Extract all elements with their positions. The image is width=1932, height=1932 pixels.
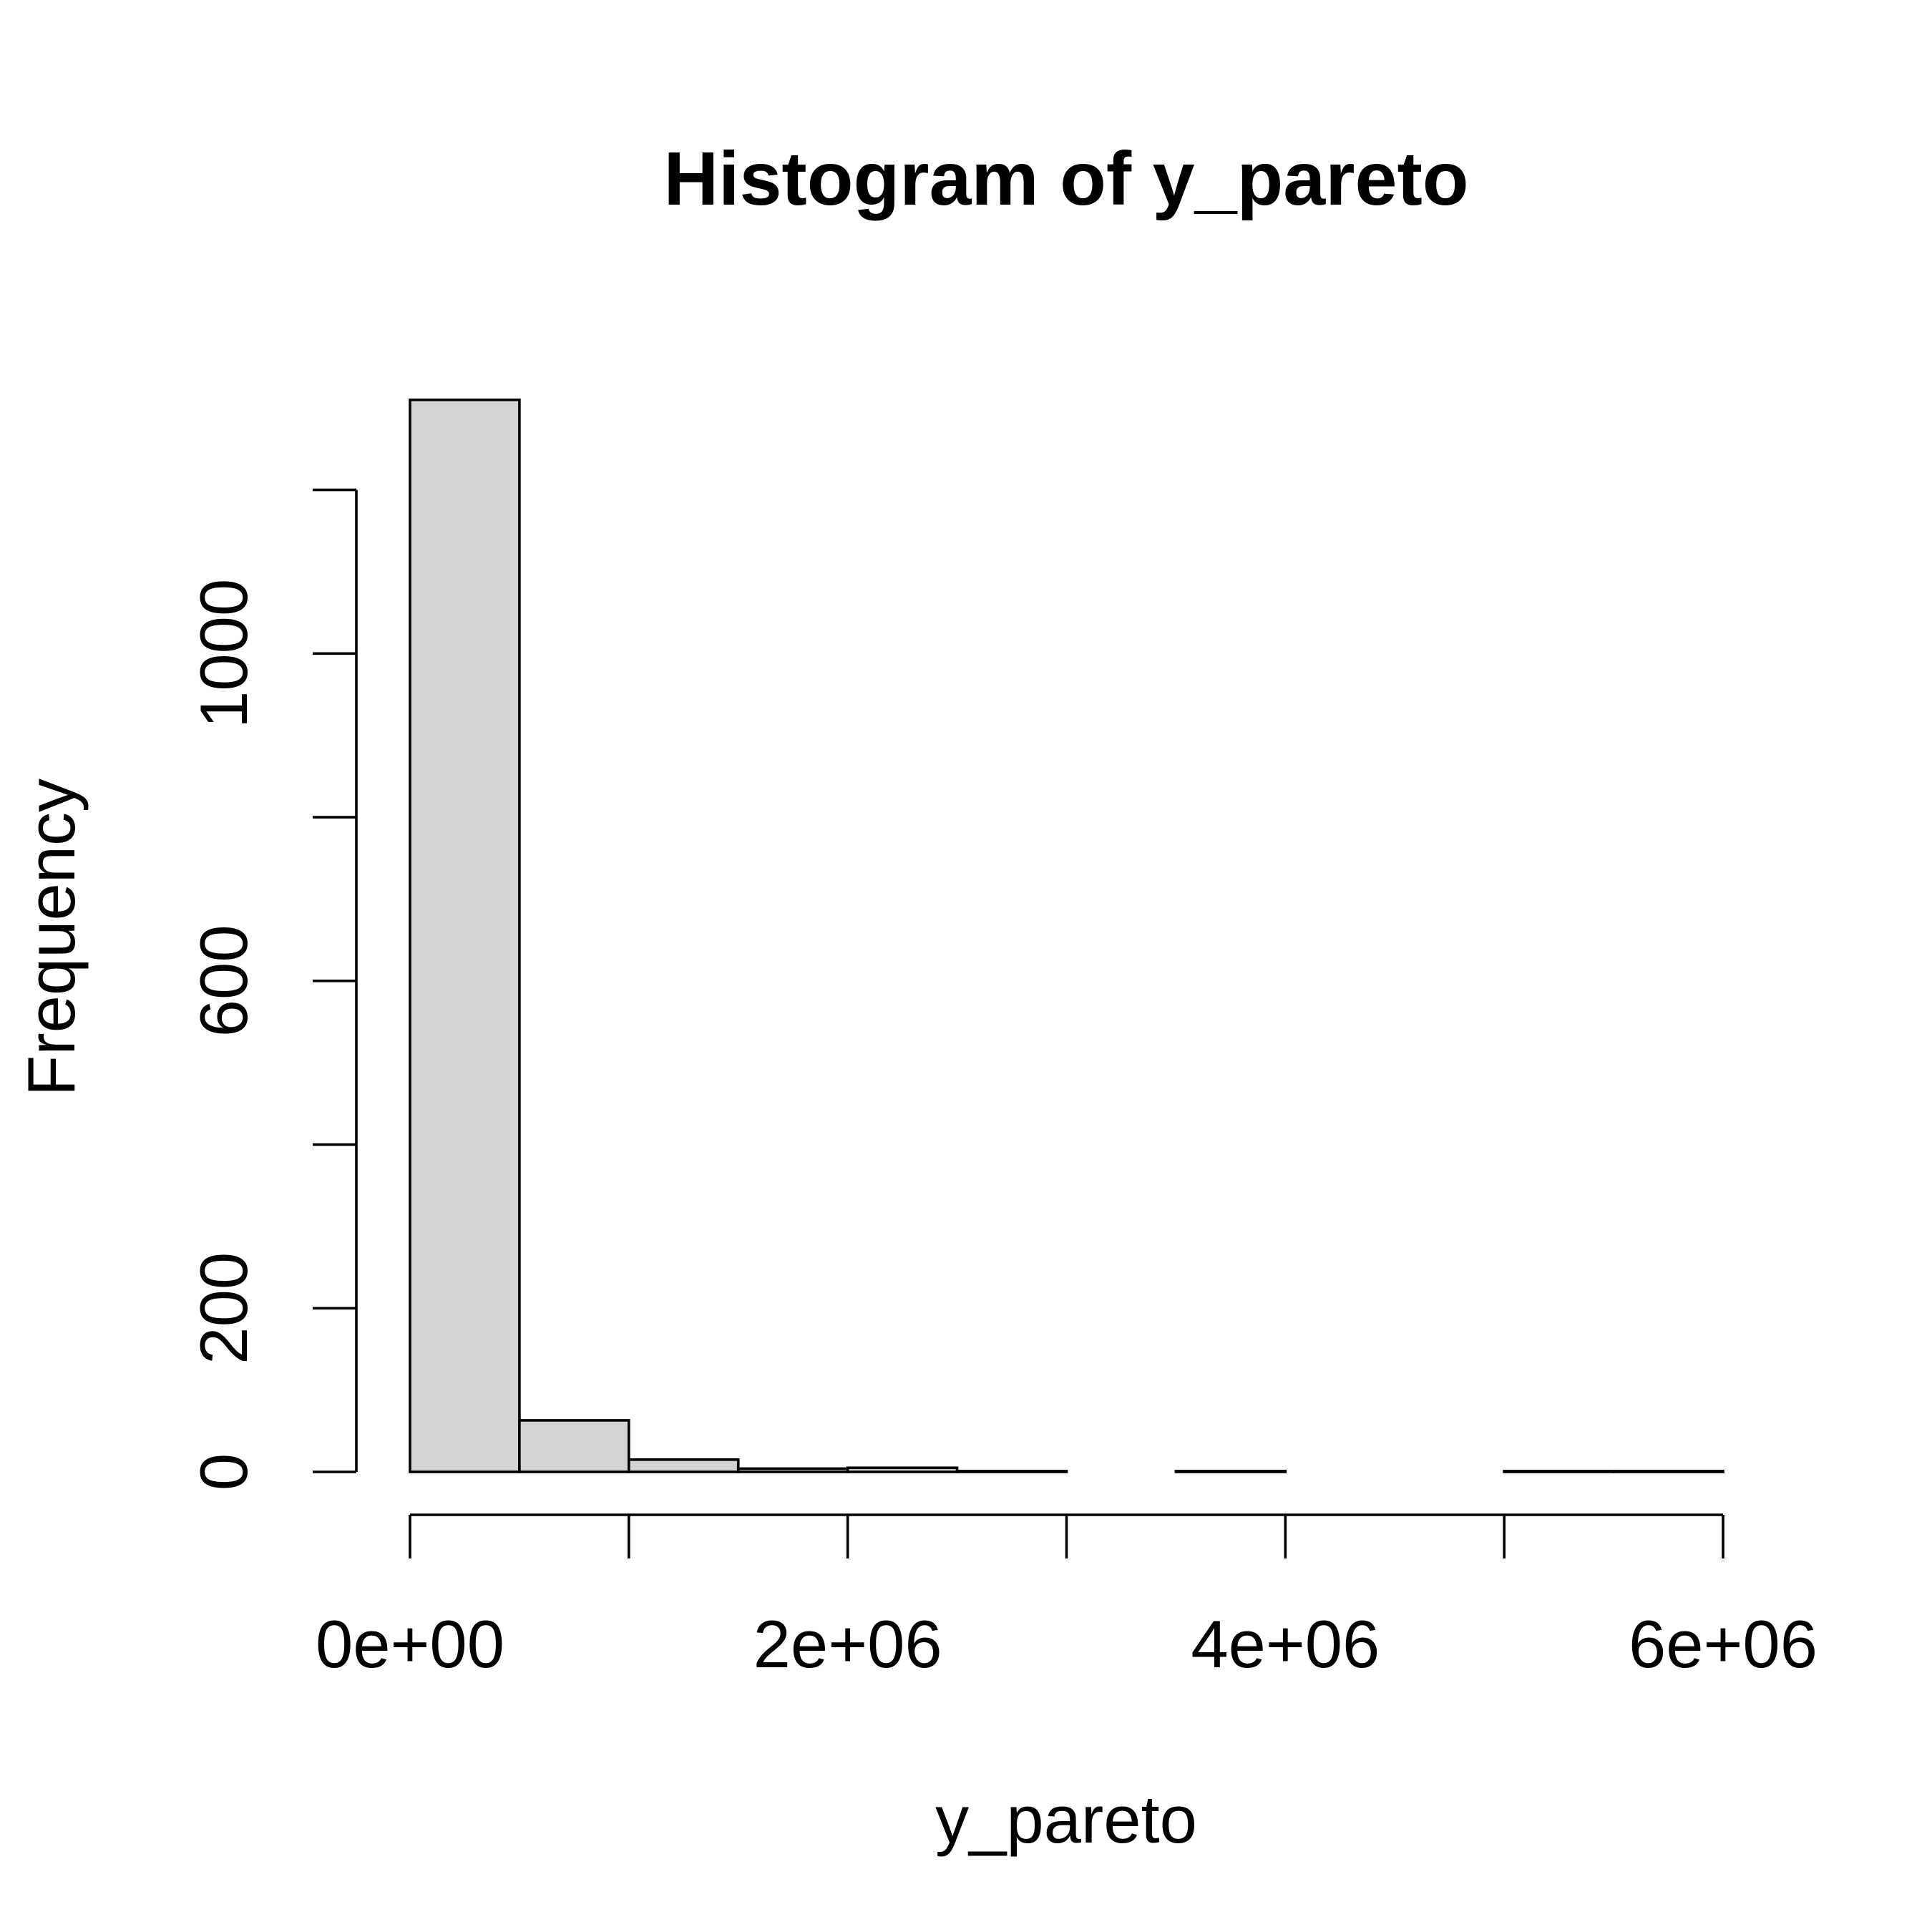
x-tick-label: 0e+00 [316, 1606, 504, 1682]
chart-title: Histogram of y_pareto [663, 137, 1468, 221]
bar [1174, 1470, 1287, 1473]
y-axis-label: Frequency [14, 779, 89, 1096]
x-tick-label: 6e+06 [1629, 1606, 1818, 1682]
y-tick-label: 200 [186, 1252, 261, 1365]
bar [518, 1419, 630, 1473]
y-tick-label: 600 [186, 924, 261, 1037]
bar [955, 1470, 1068, 1473]
bar [1612, 1470, 1724, 1473]
x-tick-label: 2e+06 [753, 1606, 942, 1682]
bar [1503, 1470, 1615, 1473]
y-tick-label: 0 [186, 1453, 261, 1491]
x-tick-label: 4e+06 [1191, 1606, 1380, 1682]
x-axis-label: y_pareto [935, 1782, 1197, 1857]
bar [409, 398, 521, 1473]
y-tick-label: 1000 [186, 579, 261, 728]
bar [736, 1467, 849, 1473]
bar [846, 1466, 959, 1473]
bar [628, 1458, 740, 1473]
